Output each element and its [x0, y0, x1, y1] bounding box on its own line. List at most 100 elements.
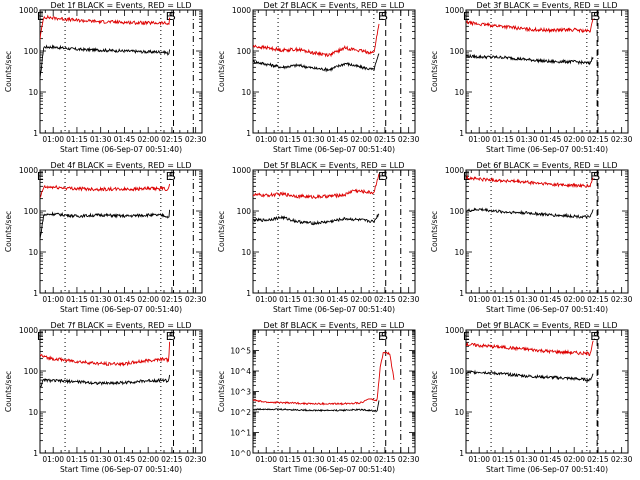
- y-tick-label: 1: [33, 129, 38, 138]
- series-events: [40, 374, 171, 389]
- x-tick-label: 01:15: [492, 455, 514, 464]
- x-tick-label: 01:00: [42, 455, 64, 464]
- y-tick-label: 10^2: [230, 408, 251, 417]
- y-tick-label: 1: [246, 129, 251, 138]
- panel-title: Det 2f BLACK = Events, RED = LLD: [263, 1, 404, 10]
- x-tick-label: 02:30: [611, 295, 633, 304]
- panel-5: Det 5f BLACK = Events, RED = LLD Counts/s…: [217, 161, 420, 314]
- x-axis-label: Start Time (06-Sep-07 00:51:40): [60, 465, 182, 474]
- series-events: [40, 209, 171, 240]
- panel-1: Det 1f BLACK = Events, RED = LLD Counts/s…: [4, 1, 207, 154]
- x-tick-label: 01:45: [114, 295, 136, 304]
- x-tick-label: 02:15: [161, 135, 183, 144]
- plot-frame: [252, 9, 416, 134]
- series-lld: [253, 173, 380, 200]
- y-tick-label: 10: [241, 248, 251, 257]
- y-tick-label: 10^0: [230, 449, 251, 458]
- x-axis-label: Start Time (06-Sep-07 00:51:40): [273, 145, 395, 154]
- series-lld: [466, 174, 594, 189]
- y-axis-label: Counts/sec: [430, 211, 439, 252]
- x-tick-label: 02:00: [350, 135, 372, 144]
- x-tick-label: 02:30: [185, 135, 207, 144]
- y-axis-label: Counts/sec: [217, 371, 226, 412]
- marker-e: E: [166, 330, 173, 343]
- x-tick-label: 01:00: [468, 135, 490, 144]
- series-events: [466, 207, 594, 220]
- marker-s: S: [169, 10, 176, 23]
- x-tick-label: 01:15: [492, 295, 514, 304]
- marker-s: S: [593, 330, 600, 343]
- y-axis-label: Counts/sec: [430, 371, 439, 412]
- y-tick-label: 100: [450, 207, 465, 216]
- x-tick-label: 01:30: [90, 135, 112, 144]
- x-tick-label: 02:15: [161, 455, 183, 464]
- series-events: [466, 53, 594, 66]
- marker-e: E: [463, 170, 470, 183]
- y-tick-label: 1000: [445, 326, 464, 335]
- x-axis-label: Start Time (06-Sep-07 00:51:40): [273, 465, 395, 474]
- x-tick-label: 02:00: [137, 455, 159, 464]
- y-tick-label: 10: [454, 88, 464, 97]
- x-tick-label: 02:15: [587, 455, 609, 464]
- x-tick-label: 02:00: [350, 455, 372, 464]
- x-tick-label: 02:15: [587, 135, 609, 144]
- y-tick-label: 1: [459, 289, 464, 298]
- x-tick-label: 01:15: [66, 295, 88, 304]
- marker-e: E: [37, 10, 44, 23]
- series-lld: [40, 183, 171, 198]
- y-tick-label: 1: [246, 289, 251, 298]
- x-tick-label: 01:15: [492, 135, 514, 144]
- x-tick-label: 02:30: [398, 455, 420, 464]
- x-tick-label: 01:45: [540, 295, 562, 304]
- x-tick-label: 02:15: [374, 295, 396, 304]
- x-tick-label: 01:45: [114, 135, 136, 144]
- y-axis-label: Counts/sec: [4, 51, 13, 92]
- x-tick-label: 02:30: [185, 295, 207, 304]
- marker-e: E: [378, 10, 385, 23]
- x-tick-label: 01:00: [468, 295, 490, 304]
- y-tick-label: 1: [33, 449, 38, 458]
- marker-e: E: [590, 330, 597, 343]
- panel-3: Det 3f BLACK = Events, RED = LLD Counts/s…: [430, 1, 633, 154]
- x-tick-label: 02:30: [611, 135, 633, 144]
- marker-s: S: [381, 170, 388, 183]
- x-tick-label: 01:45: [327, 135, 349, 144]
- marker-s: S: [593, 10, 600, 23]
- x-tick-label: 01:00: [255, 455, 277, 464]
- x-tick-label: 01:15: [66, 135, 88, 144]
- x-tick-label: 01:00: [42, 135, 64, 144]
- series-lld: [40, 341, 171, 367]
- y-axis-label: Counts/sec: [4, 211, 13, 252]
- x-tick-label: 01:45: [327, 455, 349, 464]
- y-axis-label: Counts/sec: [217, 51, 226, 92]
- x-tick-label: 01:45: [114, 455, 136, 464]
- x-tick-label: 01:45: [540, 455, 562, 464]
- x-axis-label: Start Time (06-Sep-07 00:51:40): [60, 145, 182, 154]
- x-tick-label: 01:30: [90, 295, 112, 304]
- plot-frame: [39, 169, 203, 294]
- y-tick-label: 10^5: [230, 347, 251, 356]
- y-tick-label: 10: [28, 248, 38, 257]
- y-tick-label: 10^1: [230, 429, 251, 438]
- panel-8: Det 8f BLACK = Events, RED = LLD Counts/s…: [217, 321, 420, 474]
- y-tick-label: 100: [24, 207, 39, 216]
- panel-title: Det 3f BLACK = Events, RED = LLD: [476, 1, 617, 10]
- y-tick-label: 1000: [445, 166, 464, 175]
- y-tick-label: 10^4: [230, 367, 251, 376]
- series-events: [253, 213, 380, 226]
- x-axis-label: Start Time (06-Sep-07 00:51:40): [486, 145, 608, 154]
- y-tick-label: 1000: [19, 6, 38, 15]
- x-tick-label: 02:30: [185, 455, 207, 464]
- x-tick-label: 01:15: [279, 455, 301, 464]
- series-events: [466, 369, 594, 383]
- marker-e: E: [166, 10, 173, 23]
- marker-e: E: [37, 330, 44, 343]
- panel-title: Det 1f BLACK = Events, RED = LLD: [50, 1, 191, 10]
- x-tick-label: 02:30: [398, 135, 420, 144]
- plot-frame: [465, 9, 629, 134]
- plot-frame: [465, 169, 629, 294]
- plot-frame: [39, 329, 203, 454]
- y-axis-label: Counts/sec: [217, 211, 226, 252]
- panel-title: Det 8f BLACK = Events, RED = LLD: [263, 321, 404, 330]
- marker-e: E: [463, 10, 470, 23]
